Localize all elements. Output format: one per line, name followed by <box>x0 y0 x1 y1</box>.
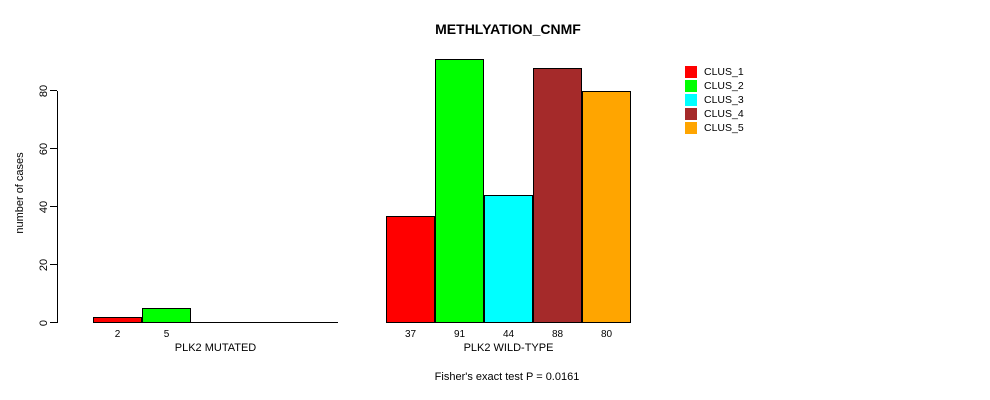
legend-label-clus-5: CLUS_5 <box>704 122 744 135</box>
y-tick-label-20: 20 <box>38 258 50 272</box>
y-axis-line <box>57 91 58 323</box>
legend-swatch-clus-2 <box>685 79 697 92</box>
legend-label-clus-2: CLUS_2 <box>704 79 744 92</box>
legend-swatch-clus-1 <box>685 65 697 78</box>
y-tick-label-0: 0 <box>38 319 50 327</box>
bar-clus-1-plk2-wild-type <box>386 216 435 323</box>
x-baseline-plk2-mutated <box>93 322 338 323</box>
y-tick-label-60: 60 <box>38 142 50 156</box>
bar-value-label-clus-4-plk2-wild-type: 88 <box>551 329 564 340</box>
legend-item-clus-5: CLUS_5 <box>685 122 744 135</box>
y-tick <box>50 148 57 149</box>
y-tick <box>50 206 57 207</box>
legend-item-clus-4: CLUS_4 <box>685 108 744 121</box>
y-tick-label-80: 80 <box>38 84 50 98</box>
legend-label-clus-3: CLUS_3 <box>704 93 744 106</box>
y-tick <box>50 90 57 91</box>
legend-swatch-clus-3 <box>685 93 697 106</box>
bar-value-label-clus-2-plk2-mutated: 5 <box>163 329 170 340</box>
chart-title: METHLYATION_CNMF <box>435 21 581 37</box>
legend-label-clus-1: CLUS_1 <box>704 65 744 78</box>
legend-label-clus-4: CLUS_4 <box>704 108 744 121</box>
legend-item-clus-3: CLUS_3 <box>685 93 744 106</box>
bar-value-label-clus-5-plk2-wild-type: 80 <box>600 329 613 340</box>
legend-item-clus-2: CLUS_2 <box>685 79 744 92</box>
legend-swatch-clus-4 <box>685 108 697 121</box>
bar-clus-4-plk2-wild-type <box>533 68 582 323</box>
bar-clus-2-plk2-mutated <box>142 308 191 323</box>
bar-clus-2-plk2-wild-type <box>435 59 484 323</box>
bar-clus-5-plk2-wild-type <box>582 91 631 323</box>
bar-value-label-clus-3-plk2-wild-type: 44 <box>502 329 515 340</box>
legend-item-clus-1: CLUS_1 <box>685 65 744 78</box>
bar-value-label-clus-2-plk2-wild-type: 91 <box>453 329 466 340</box>
y-tick-label-40: 40 <box>38 200 50 214</box>
bar-clus-3-plk2-wild-type <box>484 195 533 323</box>
bar-value-label-clus-1-plk2-wild-type: 37 <box>404 329 417 340</box>
y-tick <box>50 264 57 265</box>
legend-swatch-clus-5 <box>685 122 697 135</box>
group-label-plk2-mutated: PLK2 MUTATED <box>174 342 257 354</box>
y-tick <box>50 322 57 323</box>
group-label-plk2-wild-type: PLK2 WILD-TYPE <box>463 342 554 354</box>
annotation-text: Fisher's exact test P = 0.0161 <box>434 371 580 383</box>
bar-value-label-clus-1-plk2-mutated: 2 <box>114 329 121 340</box>
bar-clus-1-plk2-mutated <box>93 317 142 323</box>
